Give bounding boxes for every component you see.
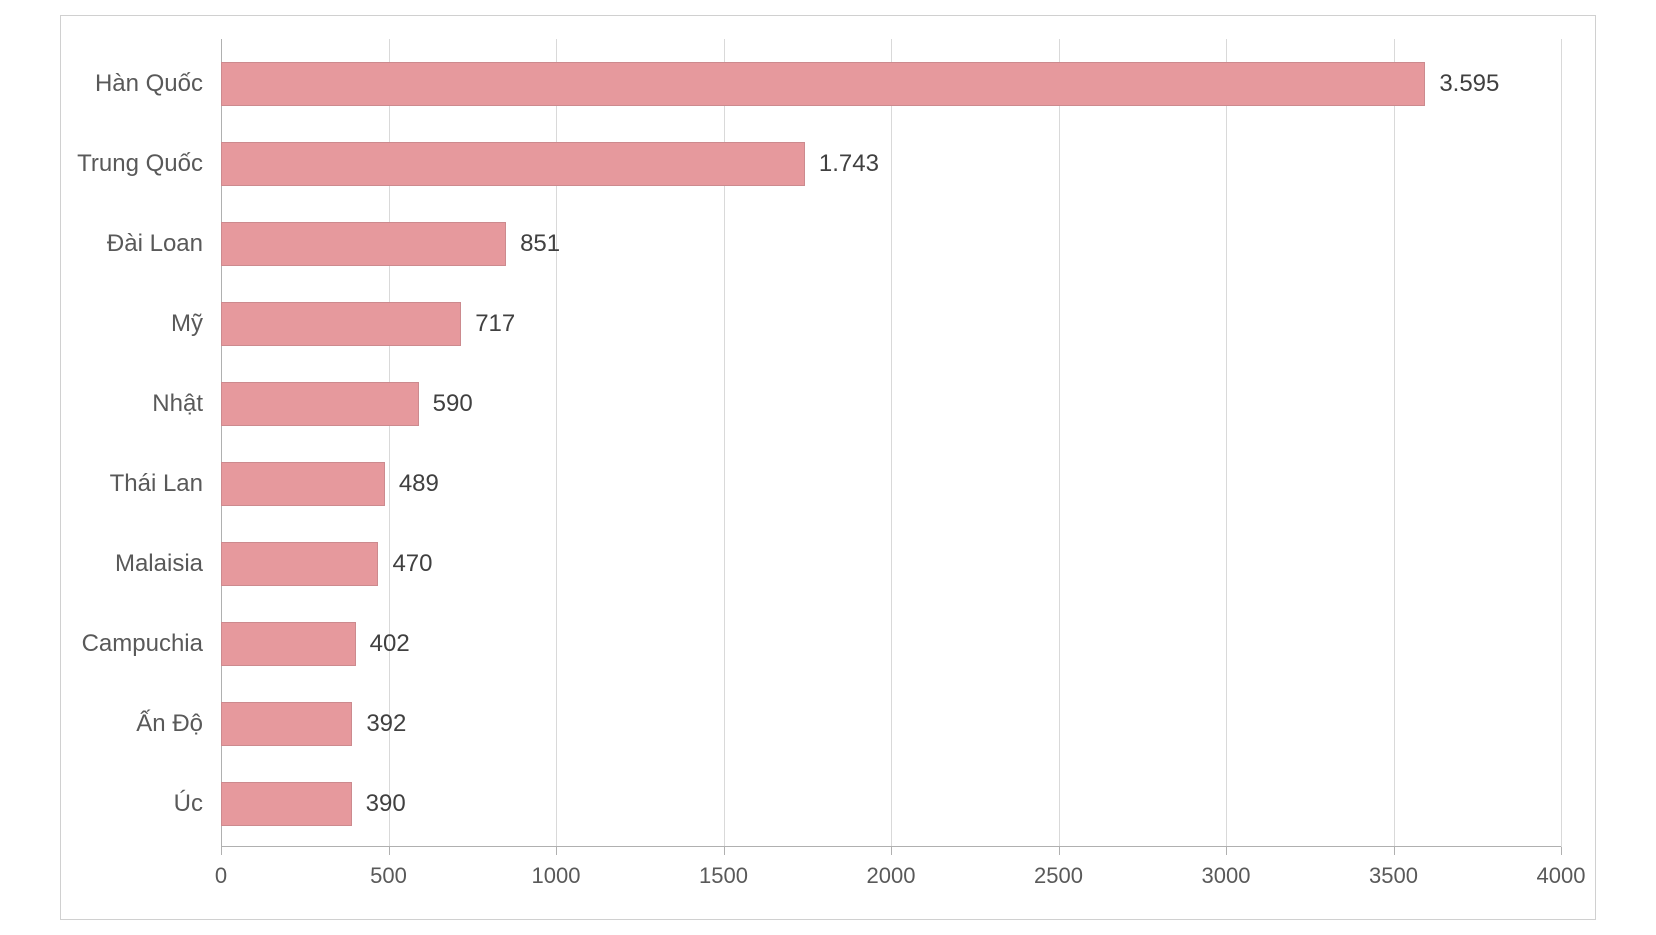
category-label: Trung Quốc — [77, 150, 203, 178]
x-tick — [891, 847, 892, 855]
x-tick-label: 500 — [370, 863, 407, 889]
category-label: Ấn Độ — [136, 710, 203, 738]
bar-row: 590 — [221, 382, 1561, 426]
category-label: Đài Loan — [107, 230, 203, 258]
bar-value-label: 470 — [392, 550, 432, 578]
bar-value-label: 590 — [433, 390, 473, 418]
x-tick — [1226, 847, 1227, 855]
x-tick-label: 0 — [215, 863, 227, 889]
category-label: Úc — [174, 790, 203, 818]
x-tick — [1561, 847, 1562, 855]
x-tick-label: 1000 — [532, 863, 581, 889]
bar-row: 851 — [221, 222, 1561, 266]
x-tick — [1394, 847, 1395, 855]
bar — [221, 302, 461, 346]
bar — [221, 382, 419, 426]
bar — [221, 622, 356, 666]
category-label: Nhật — [152, 390, 203, 418]
bar-value-label: 392 — [366, 710, 406, 738]
x-axis-line — [221, 846, 1561, 847]
bar-value-label: 3.595 — [1439, 70, 1499, 98]
x-tick-label: 3000 — [1202, 863, 1251, 889]
x-tick — [724, 847, 725, 855]
bar-row: 392 — [221, 702, 1561, 746]
x-tick — [1059, 847, 1060, 855]
bar — [221, 782, 352, 826]
bar — [221, 62, 1425, 106]
bar — [221, 222, 506, 266]
bar-row: 390 — [221, 782, 1561, 826]
chart-frame: 0 500 1000 1500 2000 2500 3000 3500 4000 3.595 Hàn… — [60, 15, 1596, 920]
bar — [221, 142, 805, 186]
bar-row: 1.743 — [221, 142, 1561, 186]
category-label: Thái Lan — [110, 470, 203, 498]
gridline — [1561, 39, 1562, 847]
x-tick — [556, 847, 557, 855]
category-label: Mỹ — [171, 310, 203, 338]
x-tick-label: 4000 — [1537, 863, 1586, 889]
x-tick — [389, 847, 390, 855]
bar-value-label: 851 — [520, 230, 560, 258]
x-tick-label: 2500 — [1034, 863, 1083, 889]
bar-value-label: 402 — [370, 630, 410, 658]
x-tick — [221, 847, 222, 855]
bar — [221, 462, 385, 506]
bar-row: 717 — [221, 302, 1561, 346]
bar-row: 402 — [221, 622, 1561, 666]
bar-row: 470 — [221, 542, 1561, 586]
plot-area: 050010001500200025003000350040003.595Hàn… — [221, 39, 1561, 847]
bar-row: 3.595 — [221, 62, 1561, 106]
x-tick-label: 1500 — [699, 863, 748, 889]
x-tick-label: 2000 — [867, 863, 916, 889]
bar-value-label: 1.743 — [819, 150, 879, 178]
bar-value-label: 390 — [366, 790, 406, 818]
bar-value-label: 717 — [475, 310, 515, 338]
bar — [221, 542, 378, 586]
bar — [221, 702, 352, 746]
bar-value-label: 489 — [399, 470, 439, 498]
category-label: Malaisia — [115, 550, 203, 578]
x-tick-label: 3500 — [1369, 863, 1418, 889]
bar-row: 489 — [221, 462, 1561, 506]
category-label: Hàn Quốc — [95, 70, 203, 98]
category-label: Campuchia — [82, 630, 203, 658]
